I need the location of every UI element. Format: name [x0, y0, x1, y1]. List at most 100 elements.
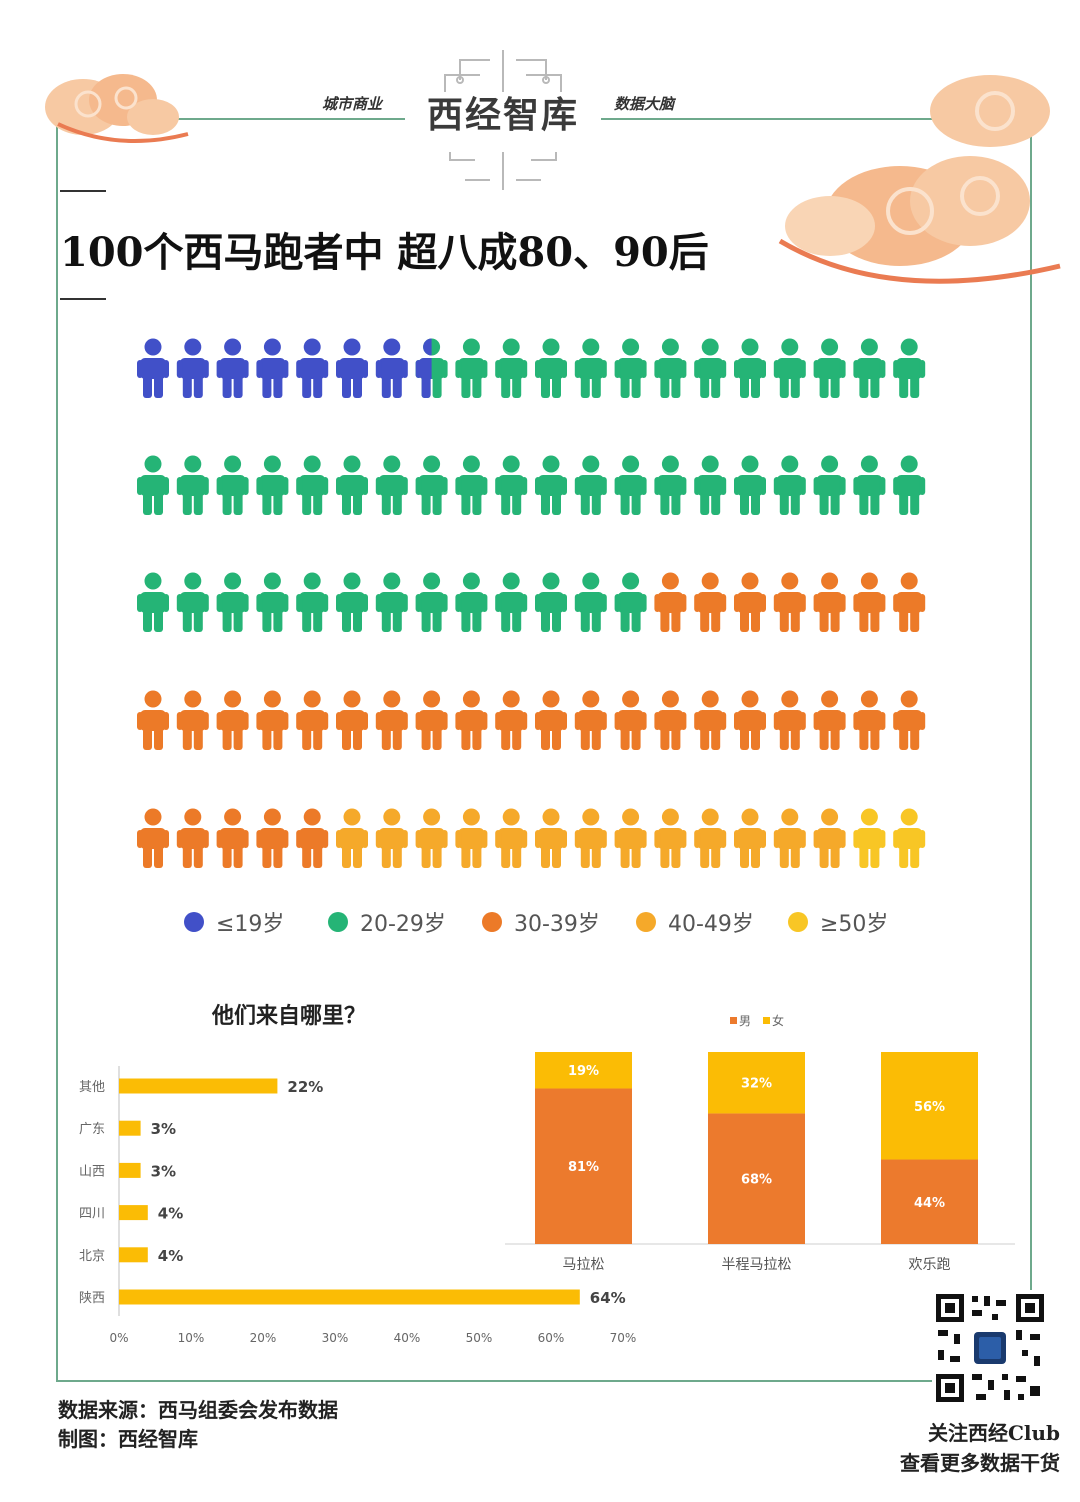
- tagline-right: 数据大脑: [614, 95, 675, 113]
- female-bar-segment: [881, 1052, 978, 1160]
- legend-dot-under19: [184, 912, 204, 932]
- runner-icon: [535, 808, 567, 868]
- runner-icon: [535, 572, 567, 632]
- runner-icon: [375, 808, 408, 868]
- qr-code[interactable]: [932, 1290, 1048, 1406]
- runner-icon: [216, 690, 249, 750]
- origin-tick-label: 60%: [538, 1331, 565, 1345]
- runner-icon: [773, 572, 806, 632]
- runner-icon: [256, 455, 289, 515]
- runner-icon: [813, 572, 846, 632]
- runner-icon: [853, 455, 886, 515]
- legend-label: ≤19岁: [216, 912, 285, 937]
- female-bar-segment: [535, 1052, 632, 1089]
- brand-backdrop: [405, 92, 601, 152]
- runner-icon: [535, 690, 567, 750]
- age-legend: ≤19岁 20-29岁 30-39岁 40-49岁 ≥50岁: [184, 906, 944, 942]
- female-value-label: 19%: [568, 1064, 599, 1079]
- runner-icon: [893, 572, 926, 632]
- origin-tick-label: 70%: [610, 1331, 637, 1345]
- runner-icon: [694, 338, 727, 398]
- runner-icon: [256, 808, 289, 868]
- runner-icon: [813, 808, 846, 868]
- tagline-left: 城市商业: [322, 95, 383, 113]
- runner-icon: [256, 690, 289, 750]
- legend-dot-over50: [788, 912, 808, 932]
- runner-icon: [455, 572, 488, 632]
- credit-line: 制图：西经智库: [58, 1427, 198, 1451]
- gender-stacked-chart: 男 女 81% 19% 马拉松 68% 32% 半程马拉松 44% 56% 欢乐跑: [505, 1013, 1015, 1273]
- runner-icon: [495, 808, 528, 868]
- runner-icon: [216, 338, 249, 398]
- runner-icon: [813, 455, 846, 515]
- origin-value-label: 3%: [151, 1162, 176, 1180]
- runner-icon: [296, 808, 329, 868]
- runner-icon: [614, 808, 647, 868]
- runner-icon: [216, 808, 249, 868]
- runner-icon: [336, 808, 368, 868]
- runner-icon: [734, 572, 766, 632]
- runner-icon: [296, 572, 329, 632]
- runner-icon: [893, 338, 926, 398]
- data-source: 数据来源：西马组委会发布数据 制图：西经智库: [58, 1396, 338, 1454]
- runner-icon: [495, 338, 528, 398]
- female-value-label: 32%: [741, 1077, 772, 1092]
- follow-line-2: 查看更多数据干货: [900, 1451, 1060, 1475]
- runner-icon: [495, 572, 528, 632]
- runner-icon: [137, 808, 169, 868]
- runner-icon: [176, 690, 209, 750]
- runner-icon: [654, 572, 687, 632]
- runner-icon: [574, 572, 607, 632]
- runner-icon: [176, 338, 209, 398]
- runner-icon: [176, 455, 209, 515]
- legend-dot-40s: [636, 912, 656, 932]
- follow-note: 关注西经Club 查看更多数据干货: [900, 1418, 1060, 1478]
- runner-icon: [137, 455, 169, 515]
- runner-icon: [654, 455, 687, 515]
- runner-icon: [853, 572, 886, 632]
- runner-icon: [137, 572, 169, 632]
- legend-item-40s: 40-49岁: [636, 906, 754, 938]
- follow-line-1: 关注西经Club: [927, 1421, 1060, 1445]
- runner-icon: [415, 690, 448, 750]
- female-bar-segment: [708, 1052, 805, 1114]
- origin-category-label: 四川: [79, 1207, 105, 1222]
- runner-icon: [336, 572, 368, 632]
- origin-tick-label: 20%: [250, 1331, 277, 1345]
- runner-icon: [654, 690, 687, 750]
- runner-icon: [654, 808, 687, 868]
- runner-icon: [415, 572, 448, 632]
- runner-icon: [574, 808, 607, 868]
- runner-icon: [574, 455, 607, 515]
- male-bar-segment: [708, 1113, 805, 1244]
- origin-category-label: 山西: [79, 1164, 105, 1179]
- race-category-label: 马拉松: [563, 1257, 605, 1273]
- origin-category-label: 广东: [79, 1122, 105, 1137]
- origin-category-label: 其他: [79, 1080, 105, 1095]
- legend-dot-20s: [328, 912, 348, 932]
- origin-tick-label: 30%: [322, 1331, 349, 1345]
- runner-icon: [375, 338, 408, 398]
- runner-icon: [336, 455, 368, 515]
- runner-icon: [654, 338, 687, 398]
- age-pictogram-chart: [137, 338, 926, 868]
- male-bar-segment: [881, 1159, 978, 1244]
- main-title: 100个西马跑者中 超八成80、90后: [60, 229, 709, 276]
- legend-item-over50: ≥50岁: [788, 906, 888, 938]
- runner-icon: [694, 455, 727, 515]
- legend-label: 30-39岁: [514, 912, 600, 937]
- runner-icon: [853, 808, 886, 868]
- runner-icon: [495, 455, 528, 515]
- runner-icon: [773, 808, 806, 868]
- gender-legend-label: 男: [739, 1014, 751, 1028]
- origin-value-label: 4%: [158, 1205, 183, 1223]
- runner-icon: [574, 690, 607, 750]
- legend-item-under19: ≤19岁: [184, 906, 284, 938]
- origin-bar: [119, 1247, 148, 1263]
- runner-icon: [375, 572, 408, 632]
- runner-icon: [415, 455, 448, 515]
- origin-bar: [119, 1078, 278, 1094]
- runner-icon: [813, 338, 846, 398]
- brand-name: 西经智库: [426, 94, 579, 136]
- race-category-label: 欢乐跑: [909, 1257, 951, 1273]
